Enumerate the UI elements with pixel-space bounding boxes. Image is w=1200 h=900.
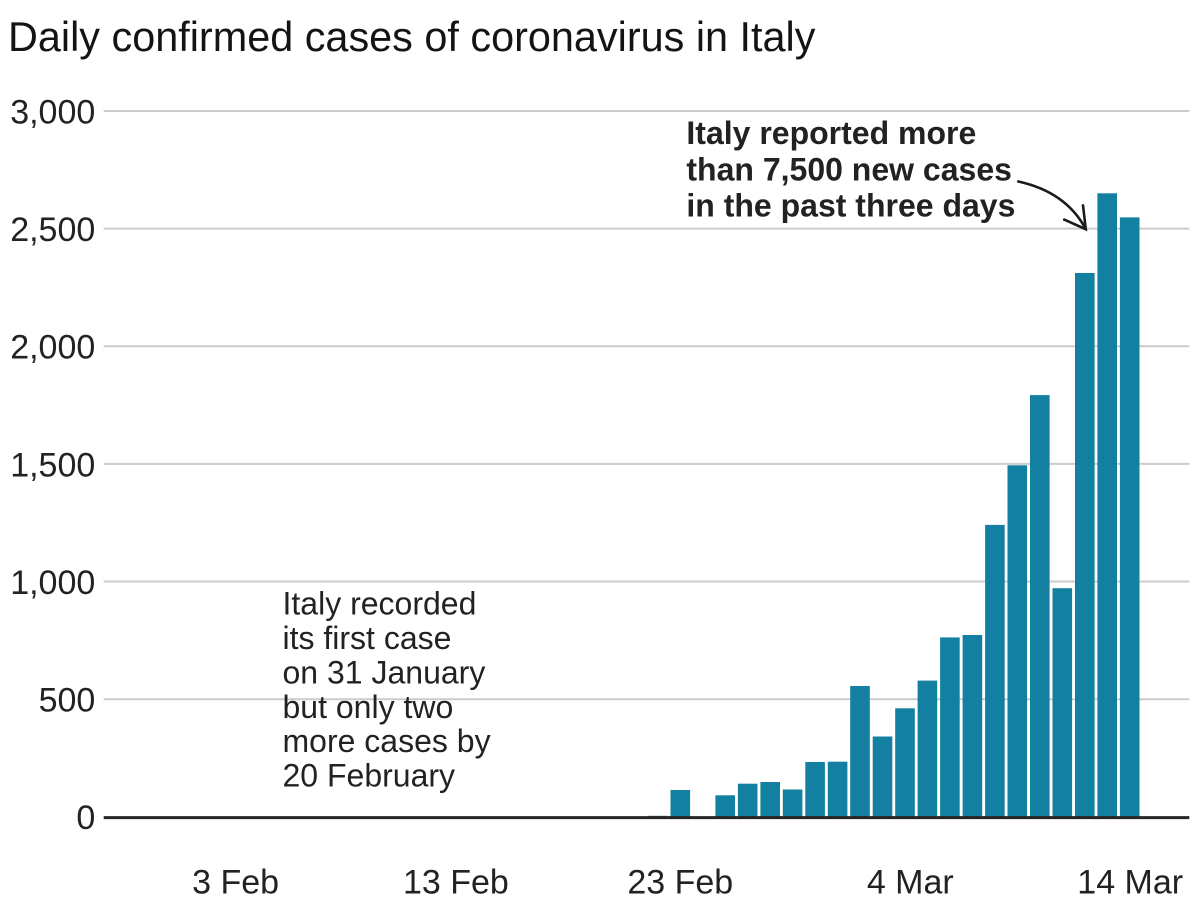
svg-text:14 Mar: 14 Mar (1077, 864, 1183, 900)
svg-text:but only two: but only two (283, 689, 454, 725)
svg-text:13 Feb: 13 Feb (403, 864, 509, 900)
svg-text:0: 0 (76, 799, 95, 837)
svg-text:2,500: 2,500 (10, 211, 95, 249)
svg-text:Italy reported more: Italy reported more (686, 115, 976, 151)
svg-text:in the past three days: in the past three days (686, 188, 1015, 224)
svg-text:1,000: 1,000 (10, 564, 95, 602)
svg-text:3,000: 3,000 (10, 93, 95, 131)
svg-text:Italy recorded: Italy recorded (283, 586, 477, 622)
svg-text:on 31 January: on 31 January (283, 654, 486, 690)
svg-text:500: 500 (39, 682, 96, 720)
svg-text:2,000: 2,000 (10, 329, 95, 367)
svg-text:1,500: 1,500 (10, 446, 95, 484)
svg-text:its first case: its first case (283, 620, 452, 656)
svg-text:3 Feb: 3 Feb (192, 864, 279, 900)
svg-text:4 Mar: 4 Mar (867, 864, 954, 900)
svg-text:more cases by: more cases by (283, 723, 491, 759)
svg-text:23 Feb: 23 Feb (627, 864, 733, 900)
svg-text:Daily confirmed cases of coron: Daily confirmed cases of coronavirus in … (8, 14, 816, 60)
svg-text:20 February: 20 February (283, 758, 456, 794)
svg-text:than 7,500 new cases: than 7,500 new cases (686, 151, 1012, 187)
